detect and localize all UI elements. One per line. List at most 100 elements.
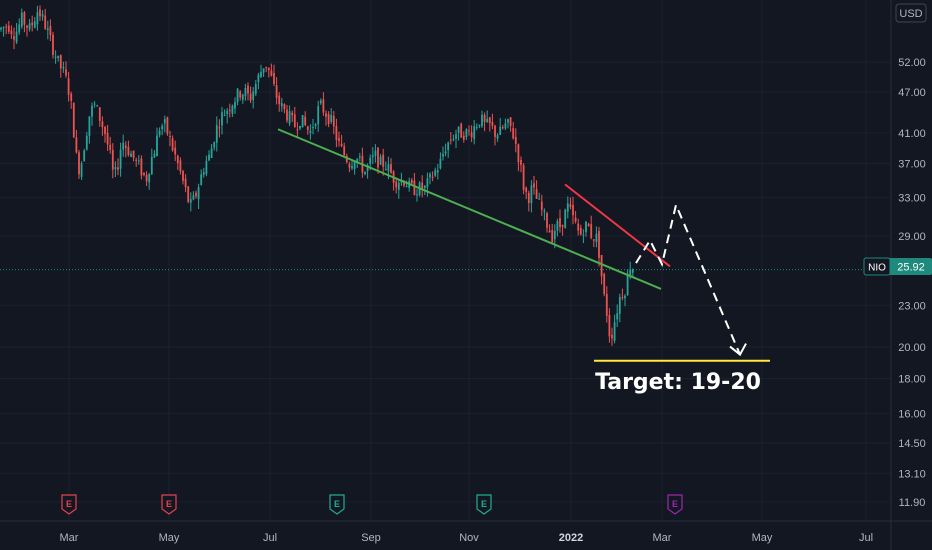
candle (135, 157, 138, 167)
last-price-badge: NIO 25.92 (863, 257, 932, 276)
candle (486, 110, 489, 124)
candle (158, 127, 161, 138)
candle (267, 67, 270, 78)
candle (114, 161, 117, 178)
candle (275, 77, 278, 105)
candle (278, 92, 281, 112)
price-tick-label: 18.00 (898, 373, 926, 385)
candle (221, 106, 223, 135)
candle (351, 159, 353, 171)
candle (382, 148, 385, 176)
candle (65, 61, 67, 78)
earnings-marker[interactable]: E (476, 494, 492, 515)
candle (192, 191, 195, 201)
candle (299, 125, 301, 131)
candle (202, 167, 205, 178)
candle (13, 27, 15, 50)
candle (514, 128, 517, 153)
candle (10, 25, 13, 39)
candle (91, 102, 93, 126)
time-axis[interactable]: Mar May Jul Sep Nov 2022 Mar May Jul (0, 520, 932, 544)
candle (462, 131, 465, 143)
candle (319, 98, 322, 105)
price-tick-label: 11.90 (899, 497, 926, 509)
price-tick-label: 37.00 (898, 158, 926, 170)
candle (325, 110, 327, 126)
ticker-symbol: NIO (868, 263, 886, 274)
candle (111, 143, 114, 179)
candle (598, 226, 600, 267)
candle (585, 221, 587, 237)
candle (384, 161, 387, 171)
candle (626, 269, 629, 296)
candle (353, 160, 356, 175)
candle (67, 71, 70, 102)
price-axis[interactable]: 52.00 47.00 41.00 37.00 33.00 29.00 23.00 20.00… (890, 0, 926, 550)
candle (413, 172, 416, 196)
svg-text:E: E (66, 499, 72, 509)
candle (470, 125, 473, 143)
candle (442, 146, 444, 161)
candle (491, 113, 494, 130)
earnings-marker[interactable]: E (161, 494, 177, 515)
candle (595, 226, 598, 248)
candle (117, 158, 119, 176)
candle (119, 142, 122, 177)
time-tick-label: May (159, 532, 180, 544)
candle (483, 112, 486, 132)
candle (153, 149, 156, 158)
candle (330, 108, 333, 124)
currency-badge[interactable]: USD (895, 3, 927, 23)
candle (231, 104, 234, 117)
candle (358, 152, 361, 162)
candle (241, 93, 244, 104)
candle (465, 128, 468, 141)
candle (309, 124, 312, 140)
candle (520, 156, 522, 173)
support-trendline[interactable] (277, 128, 662, 290)
candle (434, 167, 437, 178)
candle (478, 124, 481, 129)
candle (273, 64, 275, 87)
candle (59, 54, 62, 78)
candle (54, 50, 57, 64)
candle (449, 132, 452, 145)
candle (322, 92, 325, 116)
candle (527, 190, 530, 212)
currency-label: USD (899, 8, 922, 20)
candle (348, 161, 351, 173)
projection-path[interactable] (635, 201, 741, 355)
candle (327, 111, 330, 128)
candle (39, 5, 41, 21)
candle (306, 125, 309, 135)
candle (592, 239, 595, 248)
earnings-marker[interactable]: E (61, 494, 77, 515)
time-tick-label: 2022 (559, 532, 583, 544)
candle (501, 124, 504, 130)
candle (481, 110, 483, 128)
candle (62, 61, 65, 73)
candles (0, 5, 634, 346)
candle (431, 171, 434, 182)
earnings-marker[interactable]: E (667, 494, 683, 515)
candle (23, 10, 26, 33)
projection-arrowhead (729, 343, 747, 357)
candle (189, 192, 192, 212)
candle (447, 141, 450, 158)
earnings-marker[interactable]: E (329, 494, 345, 515)
candle (127, 140, 130, 157)
candle (171, 135, 174, 152)
candle (244, 83, 247, 101)
candle (41, 10, 44, 21)
resistance-trendline[interactable] (564, 183, 671, 268)
candle (605, 286, 608, 323)
candle (236, 87, 239, 106)
time-tick-label: Mar (60, 532, 79, 544)
candle (460, 122, 463, 138)
candle (122, 134, 125, 157)
candle (543, 208, 546, 221)
candle (260, 64, 262, 78)
candle (44, 8, 47, 30)
